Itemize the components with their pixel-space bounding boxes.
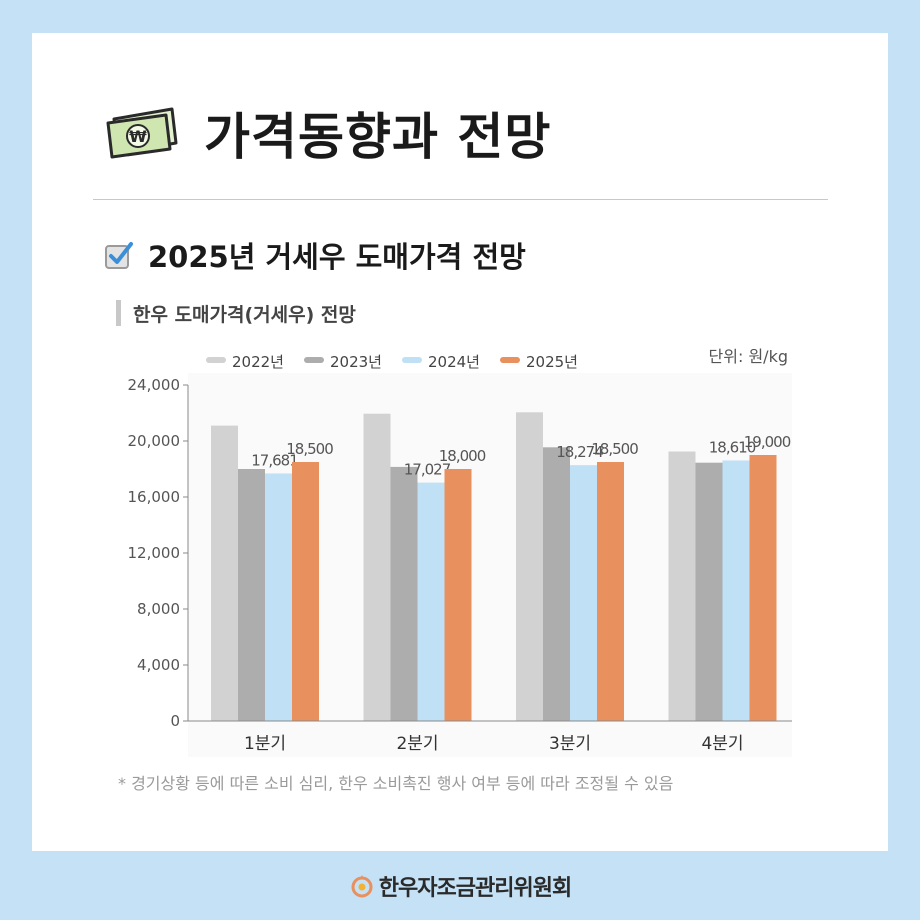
legend-label: 2025년	[526, 353, 578, 371]
subsection-bar	[116, 300, 121, 326]
legend-swatch	[500, 357, 520, 363]
legend-label: 2022년	[232, 353, 284, 371]
y-tick-label: 8,000	[137, 600, 180, 618]
subsection-title: 한우 도매가격(거세우) 전망	[133, 303, 356, 326]
footer-org: 한우자조금관리위원회	[378, 876, 572, 901]
legend-swatch	[206, 357, 226, 363]
bar	[444, 469, 472, 721]
bar	[417, 482, 445, 721]
title-divider	[93, 199, 828, 200]
bar	[722, 460, 750, 721]
money-bill-icon: ₩	[106, 107, 178, 159]
bar	[516, 412, 543, 721]
bar	[238, 469, 265, 721]
bar-value-label: 18,500	[286, 440, 333, 458]
section-title: 2025년 거세우 도매가격 전망	[148, 240, 526, 274]
bar-value-label: 18,000	[439, 447, 486, 465]
bar	[543, 447, 570, 721]
bar-value-label: 18,500	[591, 440, 638, 458]
legend-swatch	[304, 357, 324, 363]
page-title: 가격동향과 전망	[204, 108, 552, 166]
legend-label: 2023년	[330, 353, 382, 371]
bar	[363, 413, 391, 721]
svg-text:₩: ₩	[129, 127, 147, 146]
bar	[570, 465, 597, 721]
y-tick-label: 20,000	[128, 432, 181, 450]
bar	[211, 425, 238, 721]
y-tick-label: 24,000	[128, 376, 181, 394]
y-tick-label: 16,000	[128, 488, 181, 506]
hanwoo-logo-icon	[351, 875, 373, 898]
checkbox-checked-icon	[105, 242, 133, 269]
section-header: 2025년 거세우 도매가격 전망	[104, 233, 526, 277]
bar-value-label: 18,274	[556, 443, 603, 461]
y-tick-label: 0	[170, 712, 180, 730]
footer: 한우자조금관리위원회	[0, 866, 920, 906]
x-category-label: 1분기	[244, 734, 286, 754]
x-category-label: 2분기	[396, 734, 438, 754]
page-header: ₩ 가격동향과 전망	[100, 98, 551, 168]
x-category-label: 3분기	[549, 734, 591, 754]
bar-value-label: 18,610	[709, 438, 756, 456]
bar-value-label: 19,000	[744, 433, 791, 451]
x-category-label: 4분기	[701, 734, 743, 754]
bar	[292, 462, 319, 721]
bar	[695, 462, 723, 721]
bar	[265, 473, 292, 721]
y-tick-label: 4,000	[137, 656, 180, 674]
y-tick-label: 12,000	[128, 544, 181, 562]
footnote: * 경기상황 등에 따른 소비 심리, 한우 소비촉진 행사 여부 등에 따라 …	[118, 774, 674, 793]
bar-value-label: 17,027	[404, 461, 451, 479]
legend-label: 2024년	[428, 353, 480, 371]
bar	[597, 462, 624, 721]
unit-label: 단위: 원/kg	[708, 347, 788, 366]
subsection-header: 한우 도매가격(거세우) 전망	[116, 298, 356, 328]
bar	[668, 451, 696, 721]
bar	[749, 455, 777, 721]
legend-swatch	[402, 357, 422, 363]
bar	[390, 466, 418, 721]
bar-value-label: 17,681	[251, 451, 298, 469]
